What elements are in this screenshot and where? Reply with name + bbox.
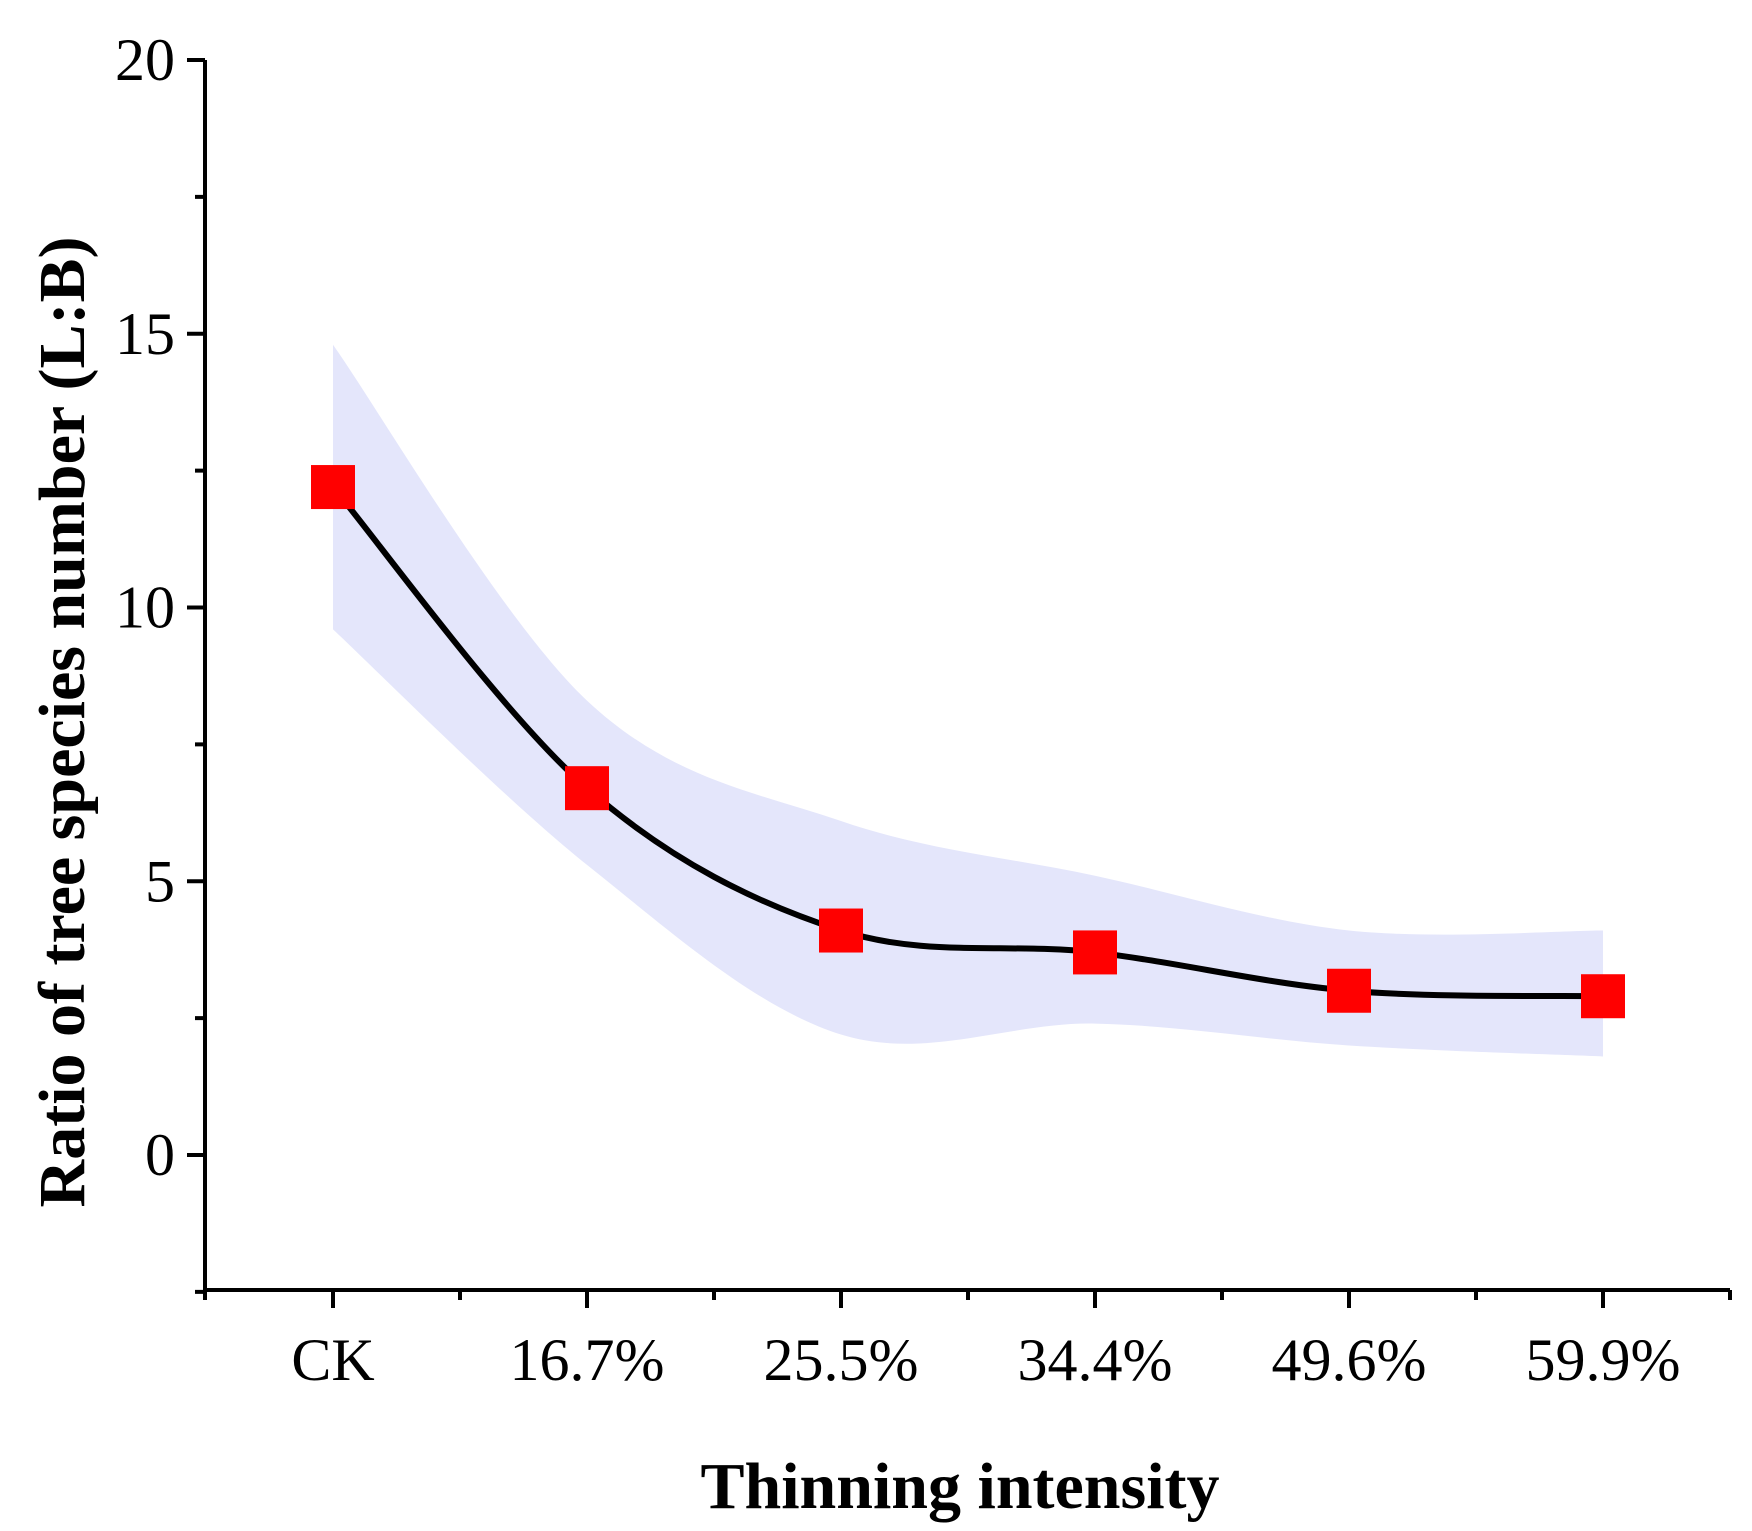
y-tick-label: 20 bbox=[115, 27, 175, 93]
y-tick-label: 0 bbox=[145, 1122, 175, 1188]
x-tick-label: 16.7% bbox=[510, 1327, 665, 1393]
data-point bbox=[1327, 968, 1371, 1013]
x-tick-label: 25.5% bbox=[764, 1327, 919, 1393]
x-ticks: CK 16.7% 25.5% 34.4% 49.6% 59.9% bbox=[203, 1290, 1732, 1393]
y-tick-label: 5 bbox=[145, 848, 175, 914]
x-tick-label: 59.9% bbox=[1526, 1327, 1681, 1393]
markers bbox=[311, 465, 1625, 1019]
y-axis-title: Ratio of tree species number (L:B) bbox=[26, 237, 99, 1208]
data-point bbox=[311, 465, 355, 510]
data-point bbox=[565, 766, 609, 811]
y-tick-label: 10 bbox=[115, 575, 175, 641]
x-tick-label: 49.6% bbox=[1272, 1327, 1427, 1393]
confidence-band bbox=[333, 344, 1603, 1057]
data-point bbox=[1581, 974, 1625, 1019]
data-point bbox=[1073, 930, 1117, 975]
y-ticks: 0 5 10 15 20 bbox=[115, 27, 205, 1294]
x-tick-label: CK bbox=[291, 1327, 374, 1393]
x-axis-title: Thinning intensity bbox=[700, 1450, 1219, 1523]
y-tick-label: 15 bbox=[115, 301, 175, 367]
x-tick-label: 34.4% bbox=[1018, 1327, 1173, 1393]
data-point bbox=[819, 908, 863, 953]
